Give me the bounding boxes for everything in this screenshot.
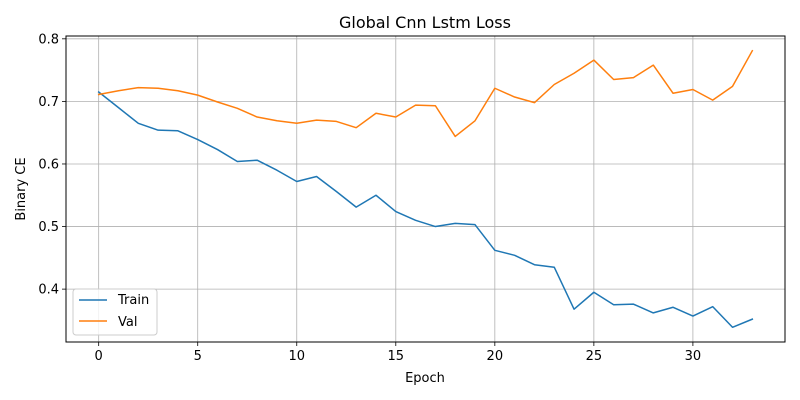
- y-tick-label: 0.5: [38, 220, 59, 235]
- x-tick-label: 30: [685, 349, 702, 364]
- chart-title: Global Cnn Lstm Loss: [339, 13, 511, 32]
- x-tick-label: 10: [288, 349, 305, 364]
- x-tick-label: 0: [95, 349, 103, 364]
- plot-lines: [97, 49, 754, 329]
- legend-label-train: Train: [117, 293, 149, 308]
- series-line-val: [97, 49, 754, 138]
- plot-frame: [65, 35, 786, 343]
- x-axis-label: Epoch: [405, 371, 445, 386]
- x-tick-label: 5: [194, 349, 202, 364]
- series-line-train: [97, 90, 754, 329]
- y-tick-label: 0.4: [38, 283, 59, 298]
- x-tick-label: 15: [388, 349, 405, 364]
- y-axis-label: Binary CE: [14, 157, 29, 220]
- y-axis-ticks: 0.4 0.5 0.6 0.7 0.8: [38, 32, 66, 298]
- x-tick-label: 20: [487, 349, 504, 364]
- x-axis-ticks: 0 5 10 15 20 25 30: [95, 342, 702, 364]
- y-tick-label: 0.8: [38, 32, 59, 47]
- grid: [66, 36, 785, 342]
- legend: Train Val: [72, 288, 158, 336]
- legend-label-val: Val: [118, 315, 137, 330]
- x-tick-label: 25: [586, 349, 603, 364]
- y-tick-label: 0.6: [38, 157, 59, 172]
- y-tick-label: 0.7: [38, 95, 59, 110]
